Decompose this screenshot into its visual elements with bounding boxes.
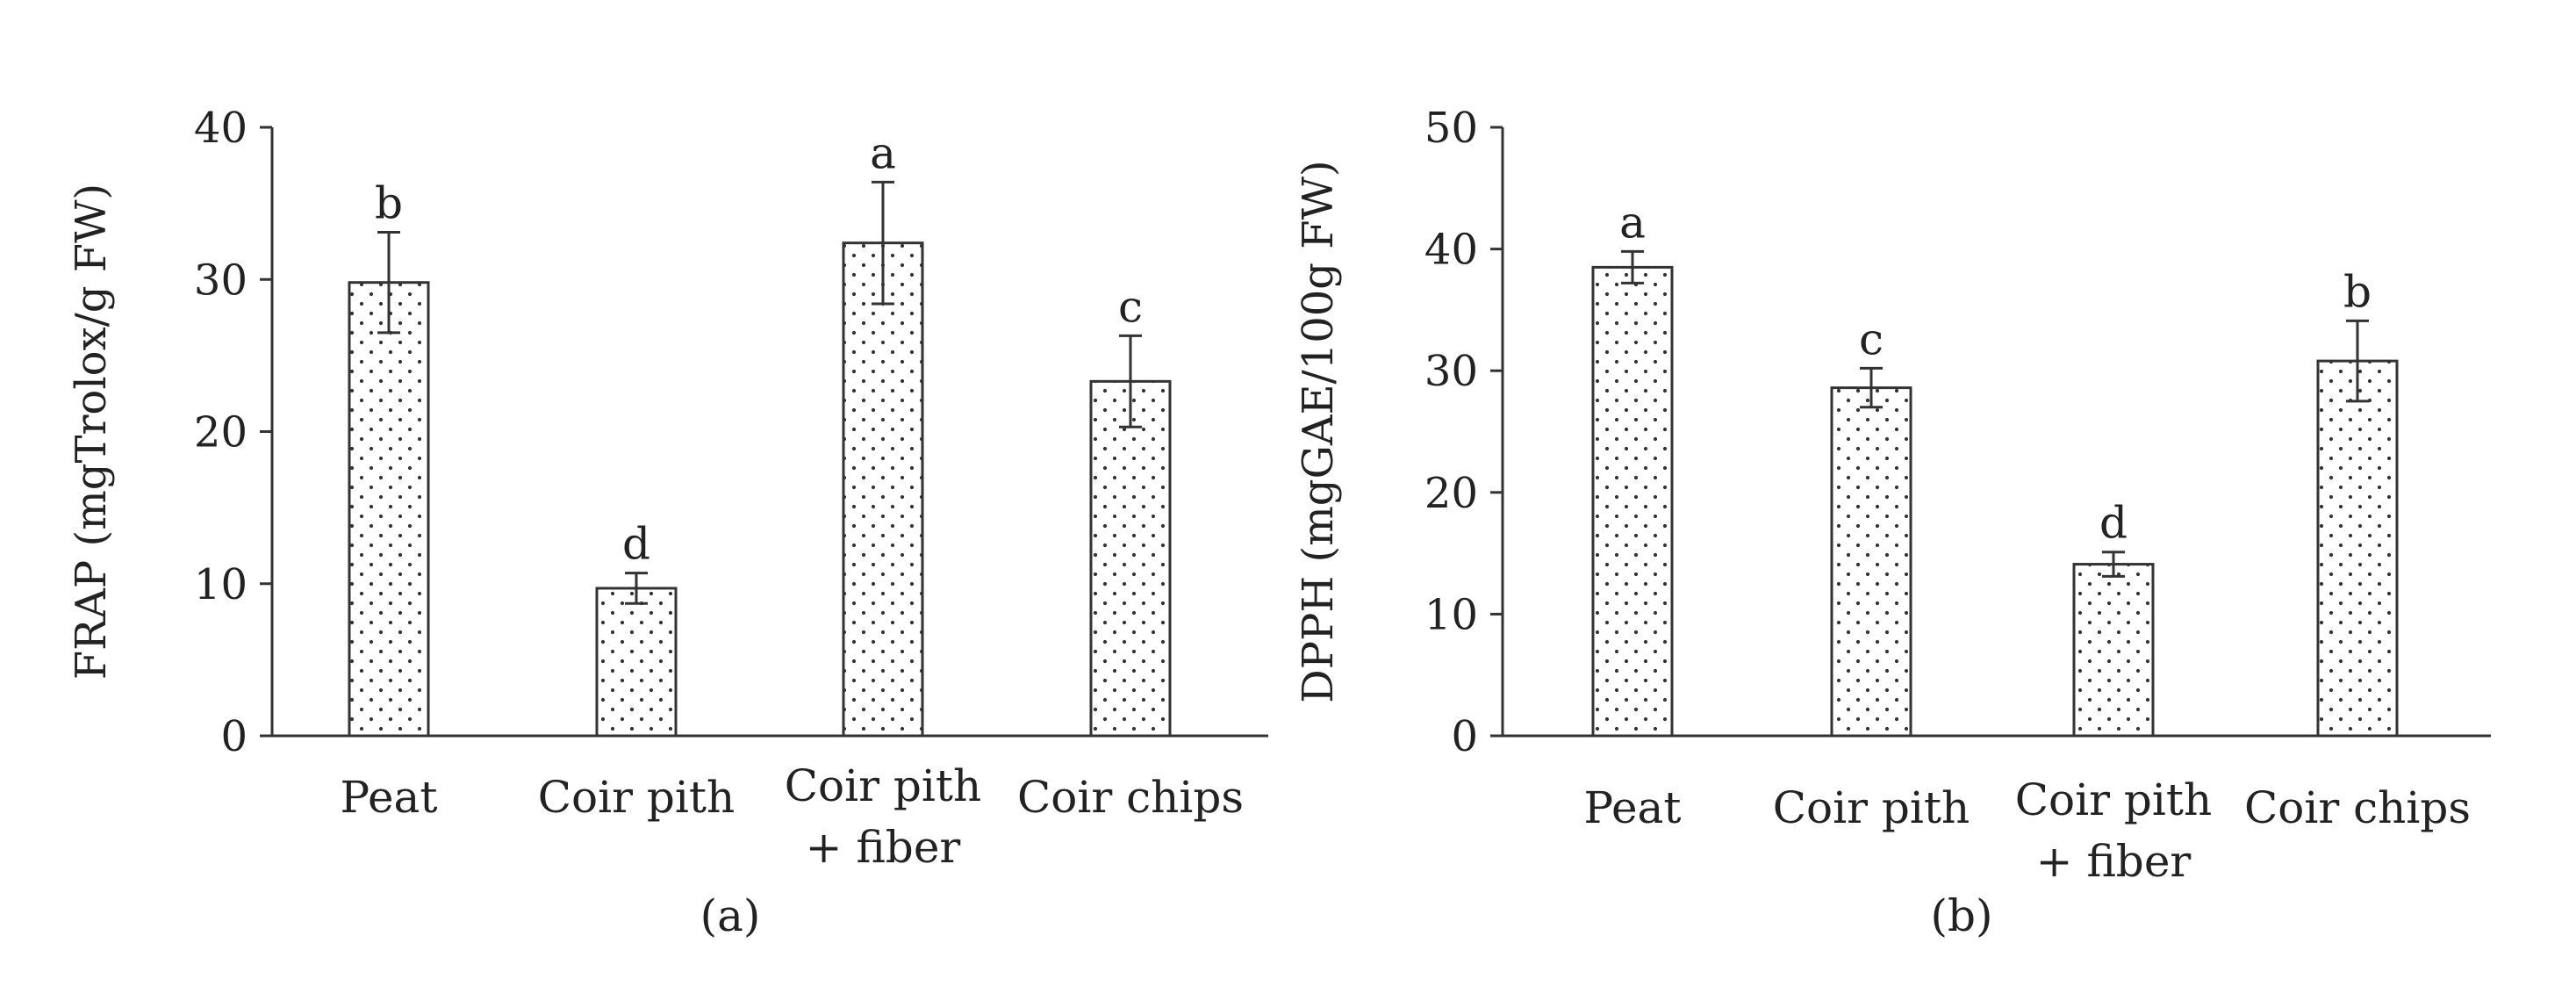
- bar: [1089, 379, 1172, 738]
- bar: [842, 241, 924, 738]
- significance-label: a: [1619, 197, 1646, 248]
- bar: [1591, 265, 1674, 738]
- y-tick-label: 40: [1424, 226, 1478, 275]
- y-axis-label: FRAP (mgTrolox/g FW): [67, 184, 116, 680]
- category-label: Peat: [1584, 782, 1682, 833]
- panel-label: (a): [700, 890, 761, 941]
- bar: [2316, 359, 2399, 738]
- bar: [348, 281, 430, 738]
- y-tick-label: 30: [1424, 347, 1478, 396]
- category-label: Peat: [341, 772, 438, 823]
- significance-label: c: [1118, 281, 1143, 332]
- chart-b: 0 10 20 30 40 50 DPPH (mgGAE/100g FW) a Peat c Coi…: [1294, 104, 2491, 941]
- y-axis-label: DPPH (mgGAE/100g FW): [1294, 160, 1343, 702]
- y-tick-label: 10: [1424, 590, 1478, 639]
- panel-label: (b): [1930, 890, 1992, 941]
- significance-label: a: [870, 127, 896, 178]
- y-tick-label: 10: [194, 560, 248, 609]
- y-tick-label: 50: [1424, 104, 1478, 153]
- bar: [1830, 386, 1912, 738]
- category-label: Coir pith: [785, 760, 981, 811]
- category-label: + fiber: [806, 822, 961, 873]
- significance-label: c: [1859, 313, 1884, 364]
- y-tick-label: 30: [194, 256, 248, 305]
- bar: [595, 587, 678, 738]
- bar: [2072, 563, 2155, 738]
- y-tick-label: 20: [194, 408, 248, 457]
- chart-a: 0 10 20 30 40 FRAP (mgTrolox/g FW) b Peat d Coir …: [67, 104, 1268, 941]
- significance-label: d: [622, 519, 650, 570]
- category-label: + fiber: [2036, 836, 2192, 887]
- category-label: Coir chips: [2244, 782, 2471, 833]
- category-label: Coir pith: [1773, 782, 1970, 833]
- significance-label: d: [2099, 498, 2128, 549]
- y-tick-label: 0: [1451, 712, 1478, 761]
- y-tick-label: 40: [194, 104, 248, 153]
- significance-label: b: [375, 178, 403, 229]
- category-label: Coir chips: [1017, 772, 1244, 823]
- category-label: Coir pith: [2015, 774, 2212, 825]
- y-tick-label: 20: [1424, 469, 1478, 518]
- category-label: Coir pith: [538, 772, 735, 823]
- y-tick-label: 0: [220, 712, 248, 761]
- significance-label: b: [2343, 266, 2371, 317]
